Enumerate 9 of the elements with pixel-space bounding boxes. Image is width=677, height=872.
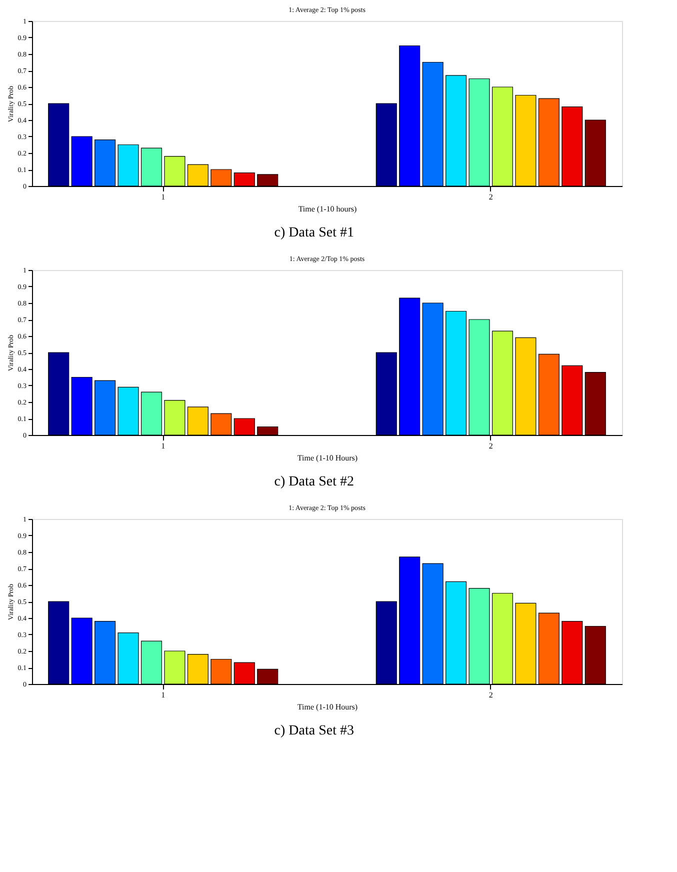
x-axis-title: Time (1-10 Hours): [297, 702, 358, 712]
x-tick-label: 2: [488, 192, 493, 202]
x-axis-title: Time (1-10 hours): [298, 204, 358, 214]
x-tick-label: 2: [488, 442, 493, 450]
x-axis-title: Time (1-10 Hours): [297, 454, 358, 462]
x-tick-label: 2: [488, 690, 493, 700]
text: c) Data Set #1: [274, 226, 354, 240]
text: c) Data Set #3: [274, 724, 354, 738]
text: c) Data Set #2: [274, 474, 354, 490]
